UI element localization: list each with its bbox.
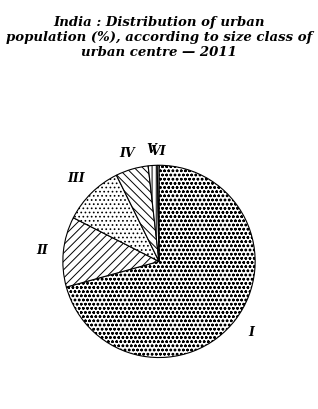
Text: V: V <box>147 142 156 155</box>
Wedge shape <box>63 218 159 288</box>
Wedge shape <box>157 166 159 262</box>
Wedge shape <box>73 176 159 262</box>
Text: India : Distribution of urban
population (%), according to size class of
urban c: India : Distribution of urban population… <box>6 16 312 59</box>
Wedge shape <box>66 166 255 357</box>
Text: III: III <box>68 172 86 185</box>
Text: IV: IV <box>119 147 135 160</box>
Text: I: I <box>248 325 254 338</box>
Wedge shape <box>148 166 159 262</box>
Wedge shape <box>116 166 159 262</box>
Text: II: II <box>37 243 48 256</box>
Text: VI: VI <box>150 145 166 158</box>
